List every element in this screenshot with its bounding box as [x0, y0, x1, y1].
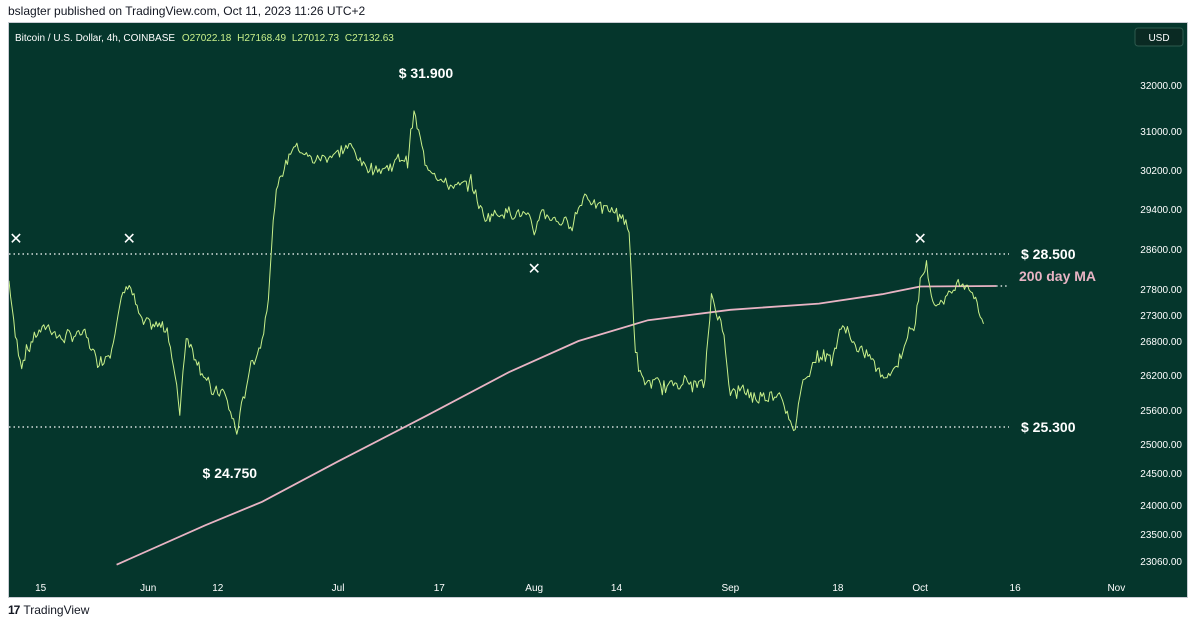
level-label-1: $ 25.300 [1021, 419, 1076, 435]
ohlc-high: H27168.49 [237, 33, 286, 44]
tradingview-logo-icon: 17 [8, 603, 20, 617]
x-tick-label-10: 16 [1010, 583, 1022, 594]
marker-1[interactable]: ✕ [123, 231, 136, 248]
y-tick-label-5: 27800.00 [1140, 285, 1182, 296]
ohlc-close: C27132.63 [345, 33, 394, 44]
y-tick-label-10: 25000.00 [1140, 440, 1182, 451]
ohlc-low: L27012.73 [292, 33, 340, 44]
level-label-0: $ 28.500 [1021, 246, 1076, 262]
x-tick-label-7: Sep [721, 583, 739, 594]
x-tick-label-6: 14 [611, 583, 623, 594]
y-tick-label-2: 30200.00 [1140, 166, 1182, 177]
symbol-header: Bitcoin / U.S. Dollar, 4h, COINBASE O270… [15, 33, 394, 44]
x-tick-label-1: Jun [140, 583, 156, 594]
publisher-line: bslagter published on TradingView.com, O… [8, 4, 366, 18]
footer: 17 TradingView [8, 603, 89, 617]
price-chart[interactable]: $ 28.500 $ 25.300 ✕ ✕ ✕ ✕ $ 31.900 $ 24.750 20… [9, 23, 1188, 598]
y-tick-label-13: 23500.00 [1140, 530, 1182, 541]
price-line[interactable] [9, 110, 984, 435]
footer-brand[interactable]: TradingView [23, 603, 90, 617]
chart-frame[interactable]: $ 28.500 $ 25.300 ✕ ✕ ✕ ✕ $ 31.900 $ 24.750 20… [8, 22, 1188, 598]
y-tick-label-6: 27300.00 [1140, 311, 1182, 322]
x-tick-label-2: 12 [212, 583, 224, 594]
y-tick-label-3: 29400.00 [1140, 205, 1182, 216]
price-axis-area[interactable] [1129, 23, 1188, 598]
y-tick-label-11: 24500.00 [1140, 469, 1182, 480]
plot-area[interactable] [9, 23, 1129, 598]
symbol-name: Bitcoin / U.S. Dollar, 4h, COINBASE [15, 33, 175, 44]
annotation-2: 200 day MA [1019, 268, 1096, 284]
currency-badge-label: USD [1148, 33, 1169, 44]
y-tick-label-7: 26800.00 [1140, 337, 1182, 348]
y-tick-label-9: 25600.00 [1140, 406, 1182, 417]
y-tick-label-4: 28600.00 [1140, 245, 1182, 256]
y-tick-label-8: 26200.00 [1140, 371, 1182, 382]
x-tick-label-9: Oct [912, 583, 928, 594]
x-tick-label-5: Aug [525, 583, 543, 594]
y-tick-label-12: 24000.00 [1140, 501, 1182, 512]
y-tick-label-1: 31000.00 [1140, 127, 1182, 138]
x-tick-label-0: 15 [35, 583, 47, 594]
x-tick-label-3: Jul [332, 583, 345, 594]
y-tick-label-0: 32000.00 [1140, 81, 1182, 92]
ohlc-open: O27022.18 [182, 33, 232, 44]
x-tick-label-8: 18 [832, 583, 844, 594]
marker-0[interactable]: ✕ [9, 231, 22, 248]
x-tick-label-4: 17 [434, 583, 446, 594]
currency-badge[interactable] [1134, 27, 1184, 47]
annotation-1: $ 24.750 [203, 465, 258, 481]
annotation-0: $ 31.900 [399, 65, 454, 81]
y-tick-label-14: 23060.00 [1140, 557, 1182, 568]
marker-2[interactable]: ✕ [527, 261, 540, 278]
x-tick-label-11: Nov [1107, 583, 1125, 594]
ma-200-line[interactable] [116, 285, 997, 566]
marker-3[interactable]: ✕ [913, 231, 926, 248]
